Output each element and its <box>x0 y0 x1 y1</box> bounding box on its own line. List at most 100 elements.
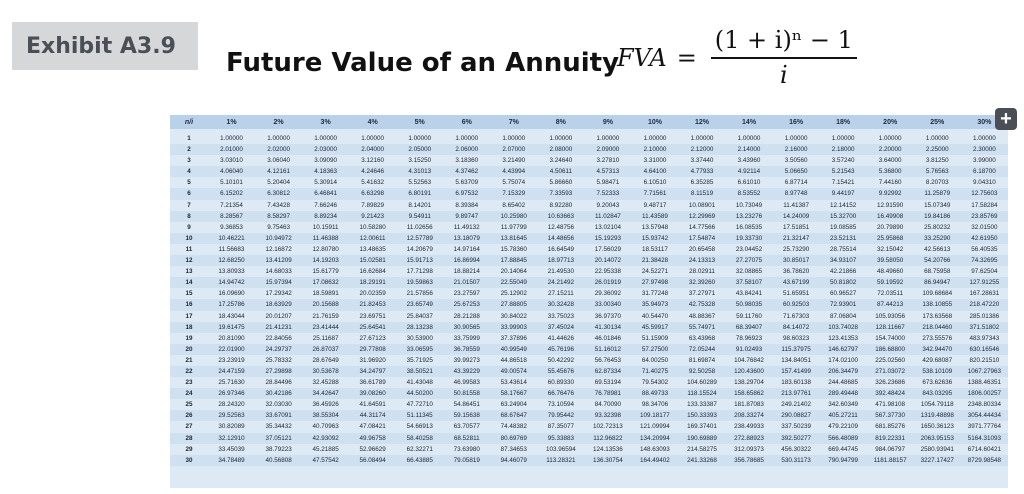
value-cell: 1181.88157 <box>866 454 914 466</box>
value-cell: 109.68684 <box>922 290 953 298</box>
value-cell: 14.19203 <box>302 255 350 267</box>
value-cell: 5.06650 <box>772 166 820 178</box>
value-cell: 7.89829 <box>361 201 385 209</box>
formula-fraction: (1 + i)ⁿ − 1 i <box>710 26 857 89</box>
value-cell: 16.64549 <box>547 245 574 253</box>
value-cell: 31.96920 <box>359 356 386 364</box>
value-cell: 57.27500 <box>631 343 679 355</box>
value-cell: 36.78620 <box>782 268 810 276</box>
value-cell: 392.50277 <box>772 432 820 444</box>
value-cell: 11.25879 <box>913 188 961 200</box>
value-cell: 13.48635 <box>359 245 386 253</box>
value-cell: 34.78489 <box>208 454 256 466</box>
value-cell: 13.18079 <box>443 232 491 244</box>
value-cell: 190.69889 <box>678 432 726 444</box>
value-cell: 6714.60421 <box>967 445 1002 453</box>
value-cell: 14.97164 <box>453 245 480 253</box>
value-cell: 33.25290 <box>913 232 961 244</box>
value-cell: 20.15688 <box>302 299 350 311</box>
value-cell: 45.76196 <box>537 343 585 355</box>
value-cell: 17.25786 <box>208 299 256 311</box>
value-cell: 41.64591 <box>359 401 386 409</box>
period-cell: 9 <box>187 223 191 231</box>
value-cell: 5.98471 <box>596 179 620 187</box>
value-cell: 820.21510 <box>969 356 1000 364</box>
add-button[interactable]: + <box>995 108 1017 130</box>
formula-equals: = <box>676 43 697 72</box>
value-cell: 174.02100 <box>828 356 859 364</box>
value-cell: 38.79223 <box>265 445 292 453</box>
table-row: 9 9.36853 9.75463 10.15911 10.58280 11.02656 1… <box>170 222 1008 233</box>
value-cell: 5.10101 <box>220 179 243 187</box>
value-cell: 29.52563 <box>208 410 256 422</box>
value-cell: 2.09000 <box>584 144 632 156</box>
value-cell: 12.14152 <box>830 201 857 209</box>
value-cell: 11.02847 <box>584 210 632 222</box>
value-cell: 97.62504 <box>971 268 998 276</box>
value-cell: 5.41632 <box>361 179 385 187</box>
value-cell: 819.22331 <box>866 432 914 444</box>
table-row: 28 32.12910 37.05121 42.93092 49.96758 58.402… <box>170 432 1008 444</box>
value-cell: 20.01207 <box>265 312 292 320</box>
value-cell: 30.82089 <box>218 423 245 431</box>
value-cell: 6.61010 <box>737 179 761 187</box>
value-cell: 3971.77764 <box>967 423 1002 431</box>
value-cell: 14.24009 <box>772 210 820 222</box>
value-cell: 1388.46351 <box>967 379 1002 387</box>
value-cell: 4.18363 <box>302 166 350 178</box>
value-cell: 94.46079 <box>490 454 538 466</box>
value-cell: 471.98108 <box>875 401 906 409</box>
value-cell: 244.48685 <box>828 379 859 387</box>
value-cell: 25.95868 <box>866 232 914 244</box>
value-cell: 4.64100 <box>631 166 679 178</box>
value-cell: 40.70963 <box>312 423 339 431</box>
value-cell: 15.61779 <box>312 268 339 276</box>
period-cell: 5 <box>187 179 191 187</box>
value-cell: 19.84186 <box>913 210 961 222</box>
value-cell: 12.48756 <box>547 223 574 231</box>
value-cell: 21.57856 <box>406 290 433 298</box>
page-title: Future Value of an Annuity <box>226 48 620 78</box>
value-cell: 2348.80334 <box>967 401 1002 409</box>
value-cell: 72.05244 <box>678 343 726 355</box>
value-cell: 18.29191 <box>349 277 397 289</box>
value-cell: 60.96527 <box>830 290 857 298</box>
value-cell: 1.00000 <box>314 135 337 142</box>
value-cell: 34.42647 <box>302 388 350 400</box>
value-cell: 44.86518 <box>500 356 527 364</box>
value-cell: 8729.98548 <box>960 454 1008 466</box>
value-cell: 31.77248 <box>641 290 669 298</box>
value-cell: 1054.79118 <box>920 401 954 409</box>
value-cell: 21.49530 <box>547 268 574 276</box>
value-cell: 33.06595 <box>396 343 444 355</box>
table-row: 26 29.52563 33.67091 38.55304 44.31174 51.113… <box>170 410 1008 422</box>
value-cell: 8.65402 <box>502 201 526 209</box>
value-cell: 14.20679 <box>406 245 433 253</box>
value-cell: 10.63663 <box>537 210 585 222</box>
value-cell: 10.08901 <box>688 201 716 209</box>
value-cell: 7.44160 <box>878 179 902 187</box>
value-cell: 24.47159 <box>208 365 256 378</box>
value-cell: 26.87037 <box>302 343 350 355</box>
value-cell: 673.62636 <box>922 379 953 387</box>
value-cell: 58.40258 <box>396 432 444 444</box>
value-cell: 6.87714 <box>784 179 808 187</box>
value-cell: 21.01507 <box>443 277 491 289</box>
value-cell: 40.54470 <box>641 312 669 320</box>
value-cell: 25.71630 <box>218 379 245 387</box>
table-row: 2 2.01000 2.02000 2.03000 2.04000 2.05000 2.06… <box>170 144 1008 156</box>
value-cell: 3.57240 <box>831 157 855 165</box>
value-cell: 32.39260 <box>678 277 726 289</box>
value-cell: 35.94973 <box>631 299 679 311</box>
period-cell: 2 <box>170 144 208 156</box>
value-cell: 5.21543 <box>819 166 867 178</box>
value-cell: 28.24320 <box>218 401 245 409</box>
value-cell: 138.10855 <box>913 299 961 311</box>
value-cell: 25.11687 <box>312 334 339 342</box>
table-header-row: n/i 1% 2% 3% 4% 5% 6% 7% 8% 9% 10% 12% 14% 16% 18% 20% 2… <box>170 115 1008 129</box>
column-header-rate: 25% <box>913 115 961 129</box>
value-cell: 2.02000 <box>255 144 303 156</box>
value-cell: 25.80232 <box>924 223 951 231</box>
value-cell: 103.96594 <box>545 445 576 453</box>
value-cell: 16.86994 <box>443 255 491 267</box>
